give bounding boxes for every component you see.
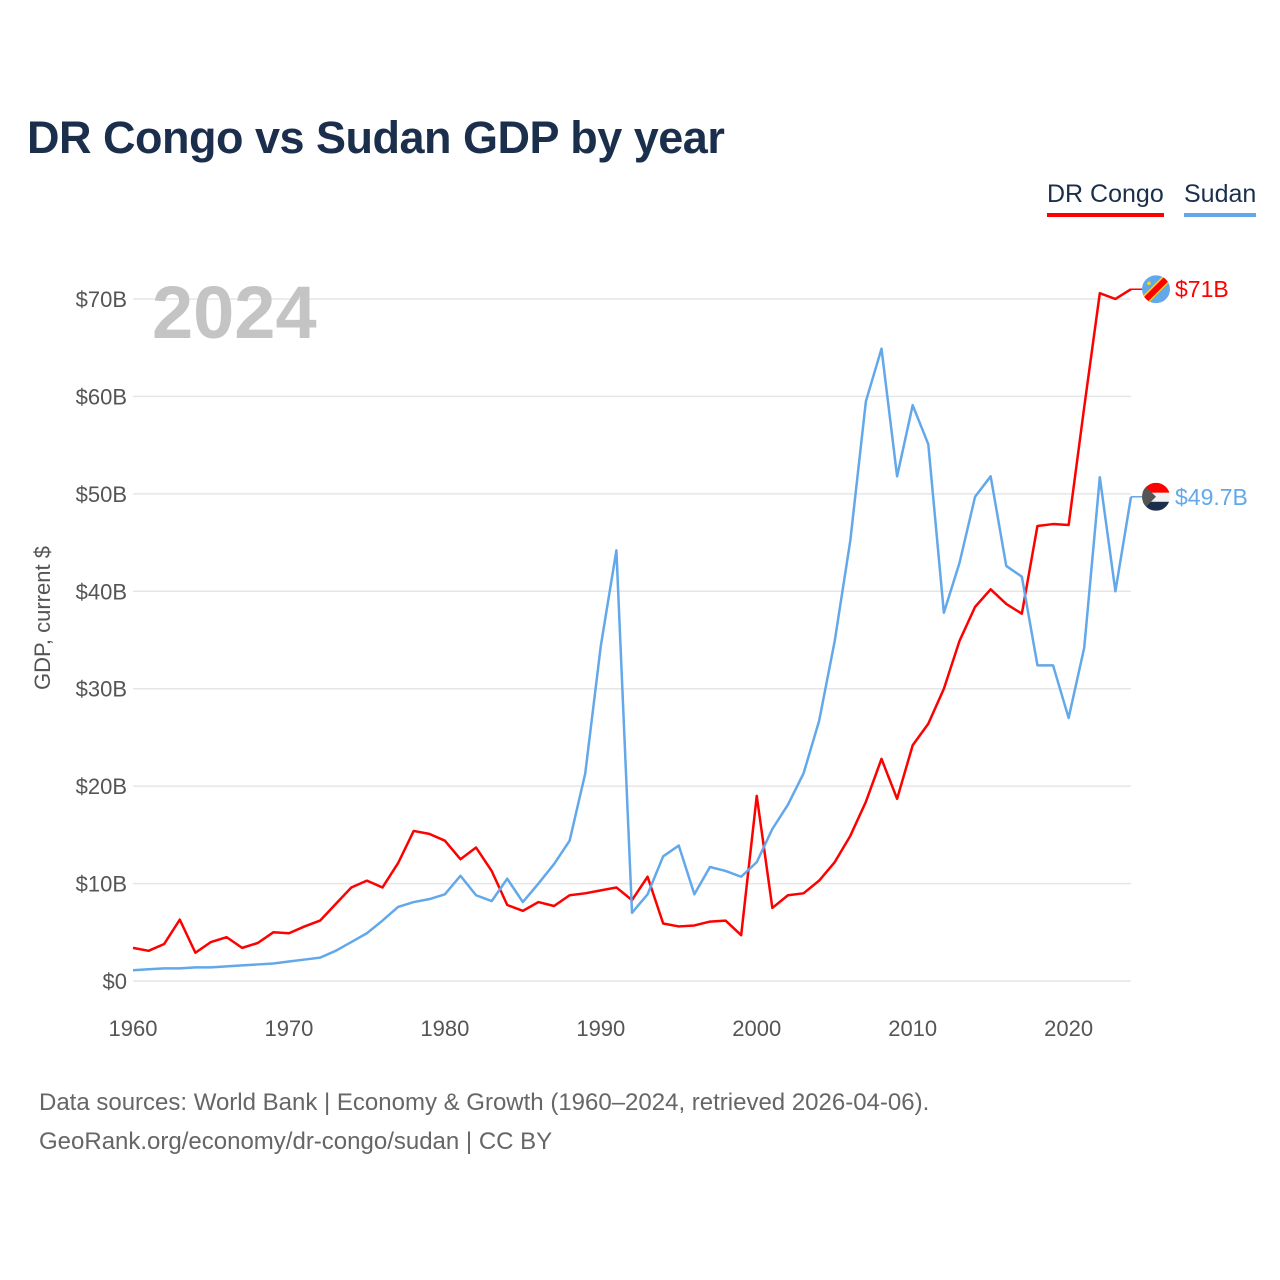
- y-tick-label: $10B: [76, 872, 127, 897]
- y-tick-label: $50B: [76, 482, 127, 507]
- flag-stripe-red: [1142, 482, 1170, 493]
- y-tick-label: $40B: [76, 579, 127, 604]
- data-source-text: Data sources: World Bank | Economy & Gro…: [39, 1089, 930, 1116]
- flag-body: [1142, 482, 1170, 511]
- x-tick-label: 2000: [732, 1016, 781, 1041]
- series-line-sudan: [132, 347, 1133, 972]
- flag-triangle: [1142, 482, 1156, 511]
- end-value-label: $71B: [1175, 276, 1229, 302]
- y-axis-label: GDP, current $: [30, 546, 55, 690]
- x-tick-label: 1960: [109, 1016, 158, 1041]
- chart-title: DR Congo vs Sudan GDP by year: [27, 112, 725, 163]
- flag-stripe: [1142, 275, 1170, 304]
- y-tick-label: $70B: [76, 287, 127, 312]
- y-tick-label: $60B: [76, 384, 127, 409]
- legend-item-sudan[interactable]: Sudan: [1184, 180, 1257, 217]
- flag-star: [1147, 281, 1151, 286]
- flag-stripe-white: [1142, 492, 1170, 502]
- y-tick-label: $30B: [76, 677, 127, 702]
- footer: Data sources: World Bank | Economy & Gro…: [39, 1083, 929, 1161]
- y-tick-label: $0: [103, 969, 127, 994]
- year-watermark: 2024: [152, 271, 317, 354]
- x-tick-label: 2020: [1044, 1016, 1093, 1041]
- drc-flag-icon: [1142, 275, 1170, 304]
- x-tick-label: 1990: [576, 1016, 625, 1041]
- y-tick-label: $20B: [76, 774, 127, 799]
- x-tick-label: 1980: [420, 1016, 469, 1041]
- series-line-drc: [132, 288, 1132, 954]
- flag-body: [1142, 275, 1170, 304]
- sudan-flag-icon: [1142, 482, 1170, 511]
- source-link[interactable]: GeoRank.org/economy/dr-congo/sudan | CC …: [39, 1128, 553, 1155]
- end-value-label: $49.7B: [1175, 484, 1248, 510]
- flag-stripe-dark: [1142, 501, 1170, 511]
- x-tick-label: 1970: [264, 1016, 313, 1041]
- legend-item-dr-congo[interactable]: DR Congo: [1047, 180, 1164, 217]
- x-tick-label: 2010: [888, 1016, 937, 1041]
